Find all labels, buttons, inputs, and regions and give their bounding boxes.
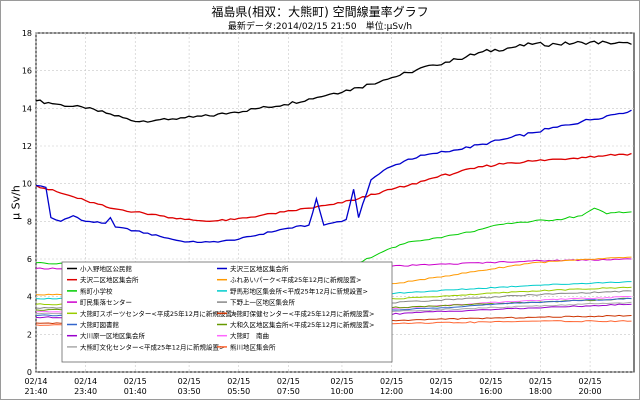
y-tick-label: 2 [27,330,32,339]
legend-label: ふれあいパーク<平成25年12月に新規設置> [230,275,361,284]
legend-label: 大熊町保健センター<平成25年12月に新規設置> [230,309,374,318]
legend-label: 野馬形地区集会所<平成25年12月に新規設置> [230,286,368,295]
chart-title: 福島県(相双：大熊町) 空間線量率グラフ [211,5,429,19]
series-line [35,40,632,123]
x-tick-time: 16:00 [479,387,502,396]
legend-label: 大熊町文化センター<平成25年12月に新規設置> [80,342,224,351]
y-tick-label: 18 [22,29,32,38]
y-tick-label: 14 [22,104,32,113]
legend-label: 夫沢二区地区集会所 [80,275,139,284]
x-tick-time: 12:00 [380,387,403,396]
x-tick-time: 01:40 [124,387,147,396]
x-tick-date: 02/15 [479,377,502,386]
x-tick-time: 21:40 [24,387,47,396]
y-tick-label: 10 [22,180,32,189]
x-tick-date: 02/15 [227,377,250,386]
legend-box [61,261,393,363]
x-tick-date: 02/15 [430,377,453,386]
x-tick-time: 18:00 [529,387,552,396]
legend-label: 大熊町 南曲 [230,331,269,340]
x-tick-time: 07:50 [277,387,300,396]
y-tick-label: 0 [27,368,32,377]
legend-label: 夫沢三区地区集会所 [230,264,289,273]
x-tick-date: 02/14 [24,377,47,386]
x-tick-time: 14:00 [430,387,453,396]
legend-label: 熊町小学校 [80,286,113,295]
x-tick-date: 02/15 [529,377,552,386]
y-tick-label: 16 [22,67,32,76]
x-tick-time: 05:50 [227,387,250,396]
x-tick-date: 02/15 [277,377,300,386]
x-tick-time: 10:00 [330,387,353,396]
legend-label: 下野上一区地区集会所 [230,298,296,307]
y-tick-label: 8 [27,217,32,226]
y-tick-label: 12 [22,142,32,151]
legend-label: 熊川地区集会所 [230,342,276,351]
series-line [35,152,632,222]
chart-subtitle: 最新データ:2014/02/15 21:50 単位:μSv/h [227,22,413,32]
x-tick-date: 02/15 [330,377,353,386]
legend-label: 大熊町スポーツセンター<平成25年12月に新規設置> [80,309,237,318]
x-tick-time: 03:50 [178,387,201,396]
series-line [35,109,632,244]
x-tick-time: 23:40 [74,387,97,396]
legend-label: 小入野地区公民館 [80,264,133,273]
x-tick-date: 02/15 [124,377,147,386]
legend-label: 大川原一区地区集会所 [80,331,146,340]
y-tick-label: 6 [27,255,32,264]
legend-label: 町民集落センター [80,298,132,307]
legend-label: 大熊町図書館 [80,320,120,329]
x-tick-time: 20:00 [579,387,602,396]
x-tick-date: 02/14 [74,377,97,386]
x-tick-date: 02/15 [380,377,403,386]
y-tick-label: 4 [27,293,32,302]
x-tick-date: 02/15 [579,377,602,386]
legend-label: 大和久区地区集会所<平成25年12月に新規設置> [230,320,374,329]
x-tick-date: 02/15 [178,377,201,386]
